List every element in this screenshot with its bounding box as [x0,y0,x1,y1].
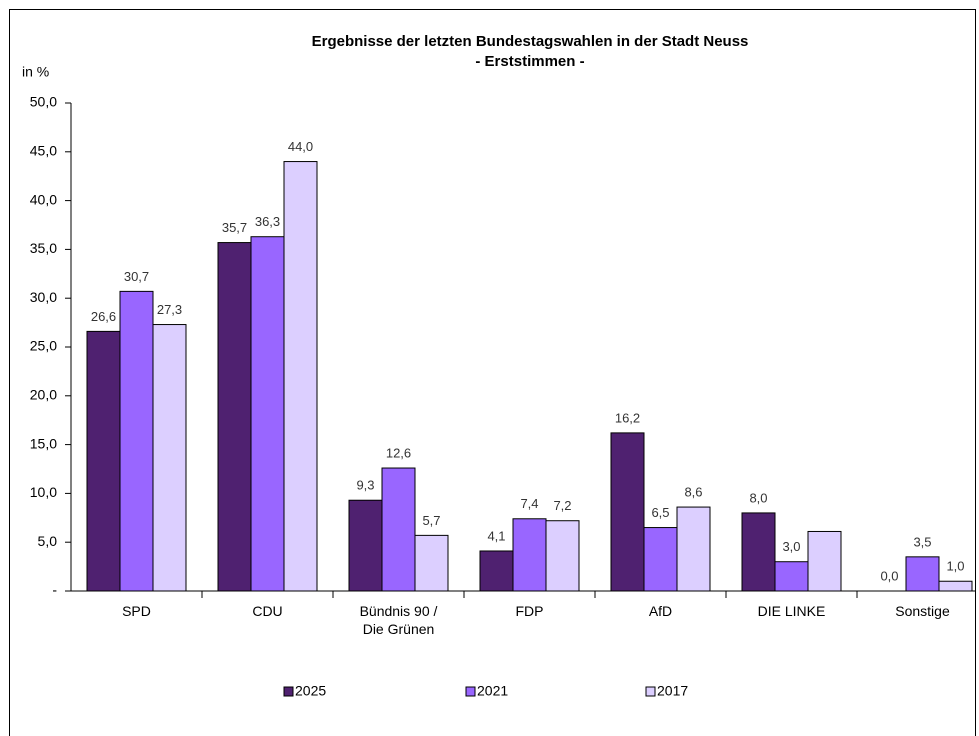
x-tick-label: DIE LINKE [757,603,826,619]
bar [676,506,711,592]
y-tick-label: 40,0 [30,191,57,207]
x-tick-label: Sonstige [895,603,950,619]
data-label: 27,3 [157,302,182,317]
x-tick-label: FDP [515,603,544,619]
chart-subtitle: - Erststimmen - [475,53,584,70]
bar [86,330,121,592]
bar [807,530,842,592]
bar [217,242,252,592]
bar [283,161,318,592]
bar [348,499,383,592]
data-label: 35,7 [222,220,247,235]
y-tick-label: 20,0 [30,387,57,403]
y-tick-label: 15,0 [30,435,57,451]
legend-label: 2025 [295,683,326,699]
bar [741,512,776,592]
data-label: 9,3 [356,478,374,493]
chart-border [9,9,976,736]
legend-label: 2021 [477,683,508,699]
data-label: 26,6 [91,309,116,324]
y-axis-label: in % [22,64,49,80]
bar [610,432,645,592]
chart-title: Ergebnisse der letzten Bundestagswahlen … [312,33,749,50]
bar [774,561,809,592]
legend-swatch [283,686,294,697]
legend-swatch [645,686,656,697]
bar [250,236,285,592]
bar [905,556,940,592]
data-label: 36,3 [255,214,280,229]
y-tick-label: - [52,582,57,598]
data-label: 4,1 [487,528,505,543]
bar [938,580,973,592]
legend-label: 2017 [657,683,688,699]
data-label: 6,5 [651,505,669,520]
bar [512,518,547,592]
y-tick-label: 25,0 [30,338,57,354]
data-label: 12,6 [386,445,411,460]
bar [381,467,416,592]
data-label: 0,0 [880,568,898,583]
y-tick-label: 5,0 [38,533,58,549]
y-tick-label: 30,0 [30,289,57,305]
x-tick-label: CDU [252,603,283,619]
data-label: 7,2 [553,498,571,513]
bar [545,520,580,592]
bar [152,324,187,592]
x-tick-label: SPD [122,603,151,619]
data-label: 8,0 [749,490,767,505]
x-tick-label: Bündnis 90 / Die Grünen [359,603,438,637]
y-tick-label: 35,0 [30,240,57,256]
bar [119,290,154,592]
data-label: 3,5 [913,534,931,549]
bar [414,534,449,592]
y-tick-label: 50,0 [30,94,57,110]
bar [479,550,514,592]
data-label: 1,0 [946,559,964,574]
data-label: 16,2 [615,410,640,425]
data-label: 44,0 [288,139,313,154]
bar [643,527,678,592]
y-tick-label: 10,0 [30,484,57,500]
y-tick-label: 45,0 [30,143,57,159]
data-label: 30,7 [124,269,149,284]
data-label: 3,0 [782,539,800,554]
data-label: 7,4 [520,496,538,511]
data-label: 8,6 [684,485,702,500]
x-tick-label: AfD [648,603,673,619]
legend-swatch [465,686,476,697]
data-label: 5,7 [422,513,440,528]
